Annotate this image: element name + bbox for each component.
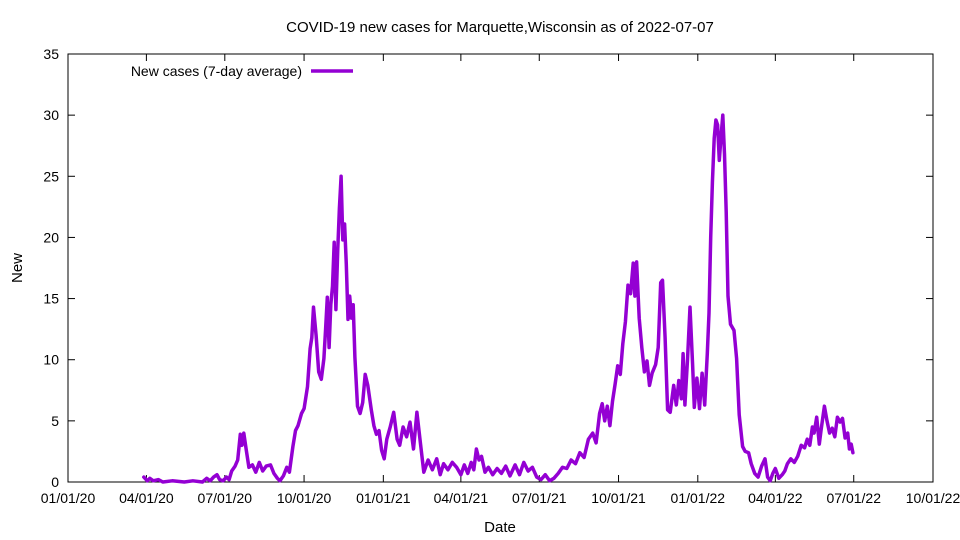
- plot-frame: [67, 53, 934, 483]
- y-axis: 0 5 10 15 20 25 30 35: [43, 46, 933, 490]
- x-tick-label: 01/01/22: [671, 490, 726, 506]
- y-tick-label: 25: [43, 168, 59, 184]
- x-tick-label: 10/01/22: [906, 490, 960, 506]
- x-axis: 01/01/20 04/01/20 07/01/20 10/01/20 01/01/21…: [41, 54, 960, 506]
- y-tick-label: 10: [43, 352, 59, 368]
- x-tick-label: 01/01/20: [41, 490, 96, 506]
- y-tick-label: 35: [43, 46, 59, 62]
- y-axis-label: New: [9, 253, 26, 283]
- y-tick-label: 20: [43, 229, 59, 245]
- x-tick-label: 04/01/20: [119, 490, 174, 506]
- series-layer: [142, 113, 855, 484]
- x-tick-label: 01/01/21: [356, 490, 411, 506]
- y-tick-label: 15: [43, 291, 59, 307]
- x-tick-label: 07/01/22: [826, 490, 881, 506]
- x-tick-label: 04/01/22: [748, 490, 803, 506]
- x-tick-label: 10/01/21: [591, 490, 646, 506]
- x-tick-label: 10/01/20: [277, 490, 332, 506]
- x-tick-label: 04/01/21: [434, 490, 489, 506]
- legend-label: New cases (7-day average): [131, 63, 302, 79]
- y-tick-label: 30: [43, 107, 59, 123]
- legend: New cases (7-day average): [131, 63, 353, 79]
- chart-title: COVID-19 new cases for Marquette,Wiscons…: [286, 19, 714, 36]
- series-line: [142, 113, 855, 484]
- y-tick-label: 0: [51, 474, 59, 490]
- x-axis-label: Date: [484, 519, 516, 536]
- y-tick-label: 5: [51, 413, 59, 429]
- x-tick-label: 07/01/20: [198, 490, 253, 506]
- x-tick-label: 07/01/21: [512, 490, 567, 506]
